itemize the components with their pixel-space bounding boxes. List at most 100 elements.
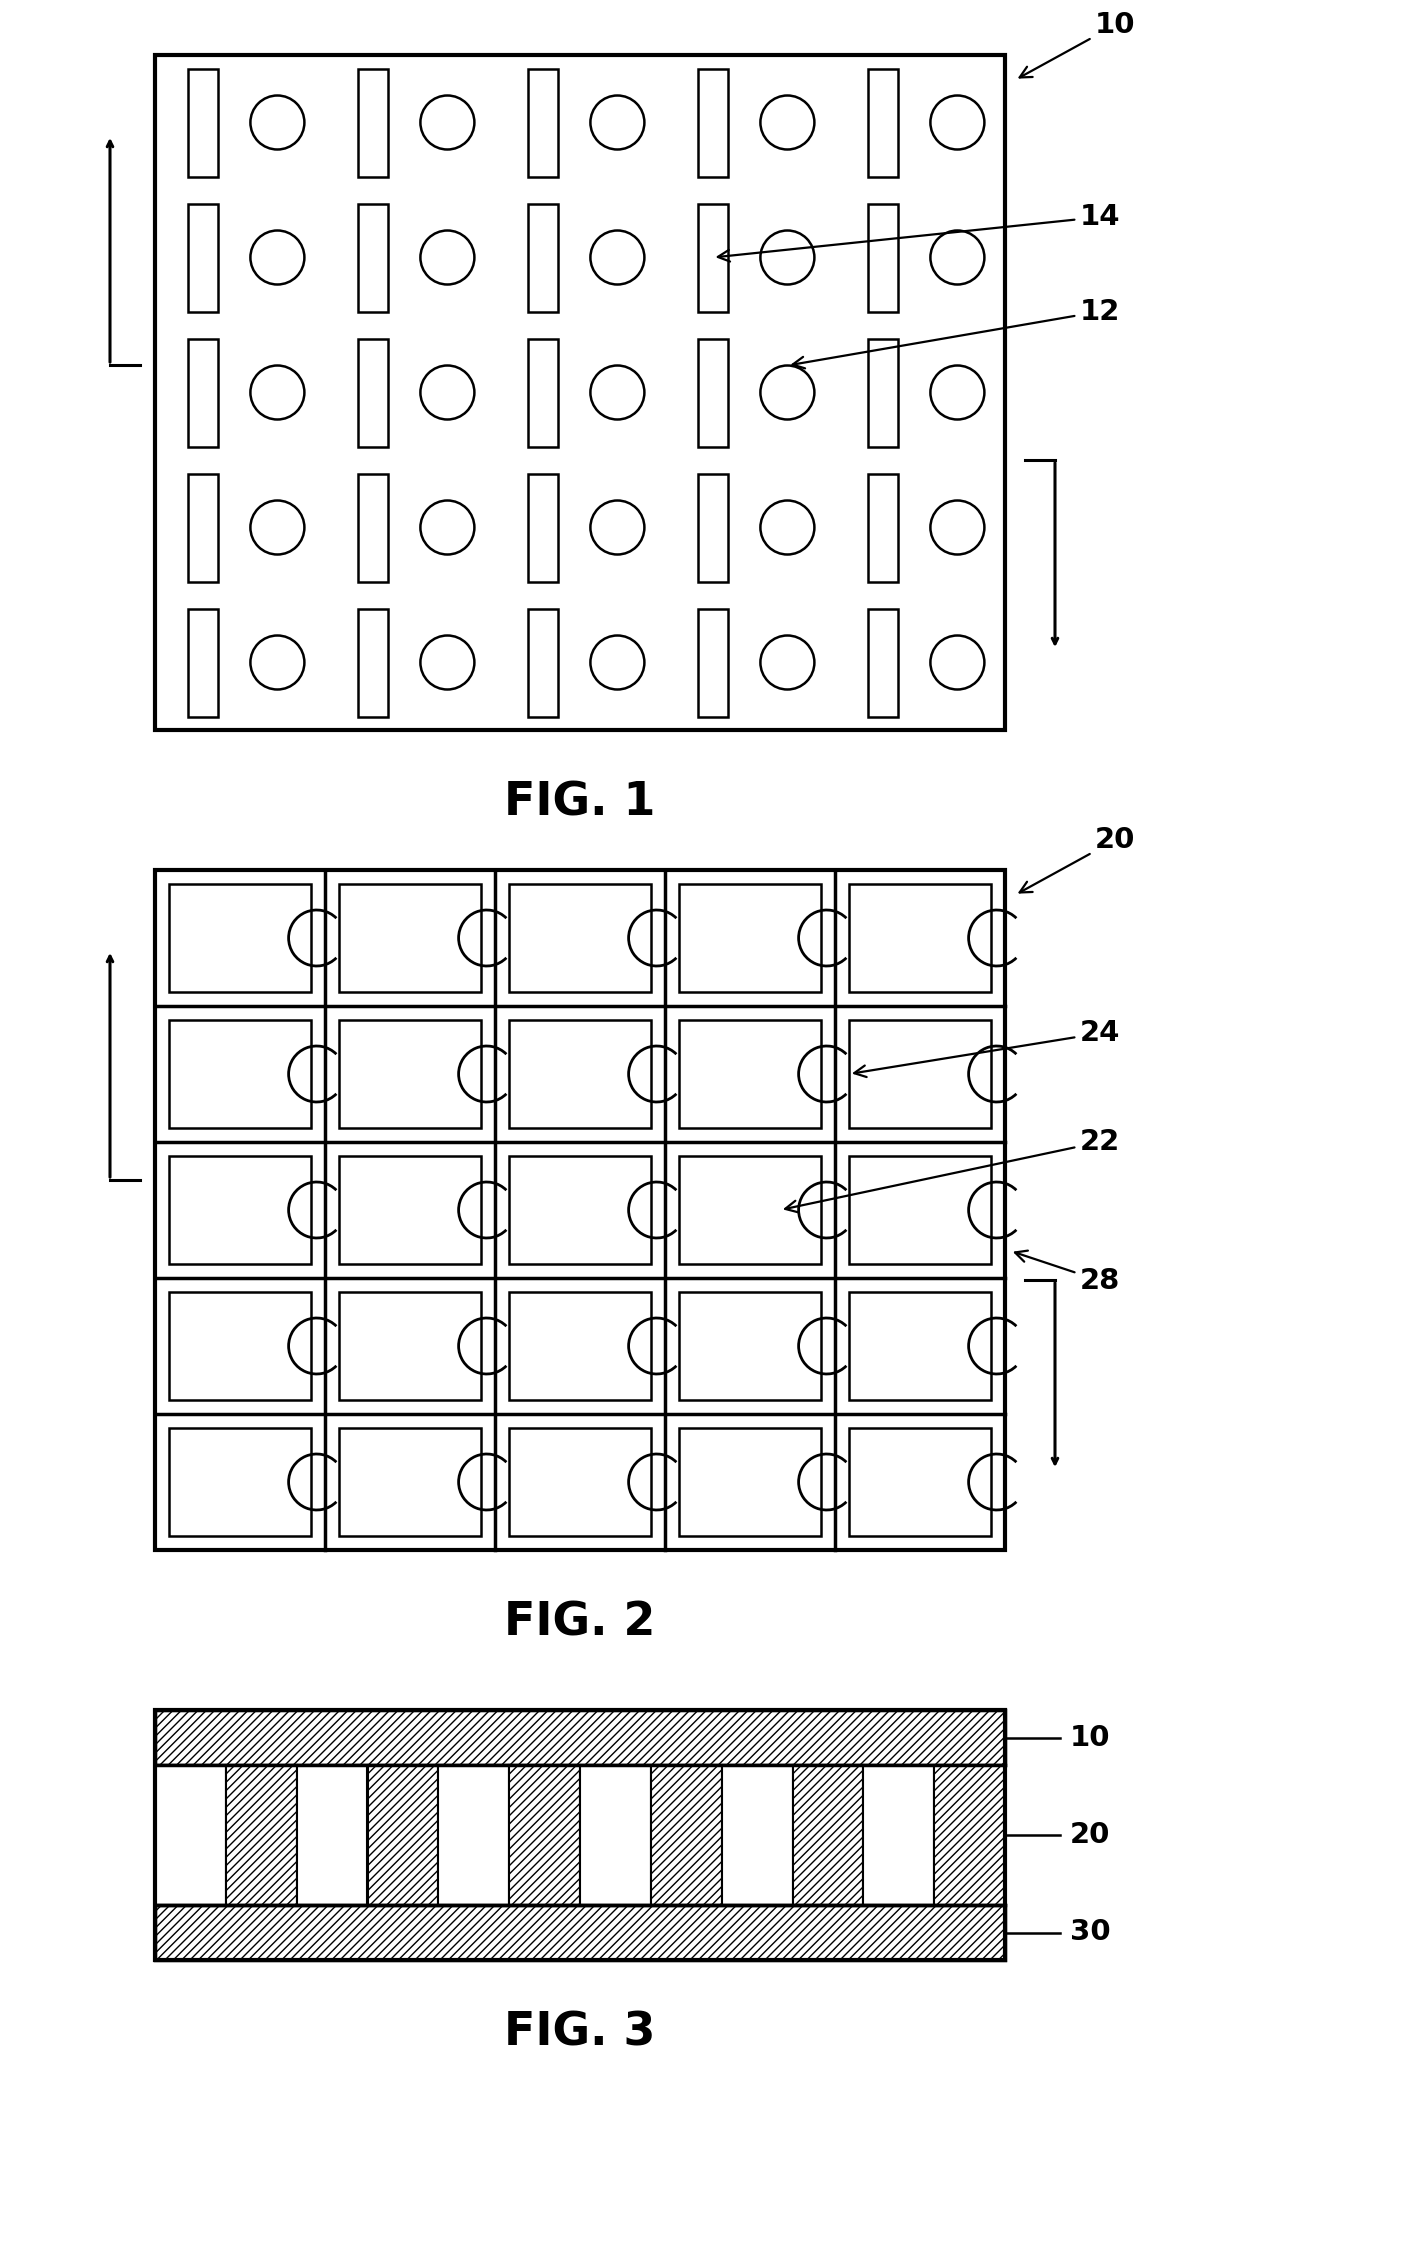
Text: 14: 14: [718, 204, 1121, 261]
Bar: [698, 474, 728, 582]
Bar: [188, 610, 218, 716]
Bar: [338, 1428, 481, 1536]
Circle shape: [590, 95, 644, 150]
Bar: [867, 68, 897, 177]
Text: 28: 28: [1015, 1251, 1121, 1294]
Bar: [338, 884, 481, 993]
Bar: [698, 204, 728, 310]
Bar: [357, 338, 388, 446]
Bar: [849, 1020, 991, 1128]
Bar: [155, 1906, 1005, 1960]
Circle shape: [761, 634, 815, 689]
Bar: [867, 610, 897, 716]
Bar: [678, 1020, 820, 1128]
Bar: [849, 1156, 991, 1264]
Text: 12: 12: [792, 297, 1121, 369]
Bar: [509, 1765, 580, 1906]
Bar: [188, 338, 218, 446]
Bar: [678, 1292, 820, 1400]
Bar: [357, 204, 388, 310]
Text: FIG. 1: FIG. 1: [505, 780, 656, 825]
Bar: [155, 870, 1005, 1550]
Bar: [226, 1765, 297, 1906]
Circle shape: [250, 365, 304, 419]
Bar: [867, 474, 897, 582]
Bar: [357, 474, 388, 582]
Bar: [155, 1711, 1005, 1765]
Bar: [528, 474, 557, 582]
Bar: [698, 68, 728, 177]
Bar: [528, 204, 557, 310]
Bar: [678, 884, 820, 993]
Bar: [188, 68, 218, 177]
Bar: [867, 204, 897, 310]
Text: 10: 10: [1020, 11, 1136, 77]
Bar: [438, 1765, 509, 1906]
Bar: [509, 1428, 651, 1536]
Bar: [678, 1156, 820, 1264]
Circle shape: [930, 501, 984, 555]
Bar: [792, 1765, 863, 1906]
Text: 22: 22: [785, 1128, 1121, 1212]
Bar: [509, 1292, 651, 1400]
Bar: [698, 338, 728, 446]
Circle shape: [761, 231, 815, 286]
Bar: [678, 1428, 820, 1536]
Circle shape: [250, 231, 304, 286]
Text: FIG. 2: FIG. 2: [505, 1600, 656, 1645]
Text: 30: 30: [1069, 1919, 1111, 1946]
Circle shape: [250, 95, 304, 150]
Bar: [849, 1428, 991, 1536]
Bar: [169, 1428, 311, 1536]
Circle shape: [590, 501, 644, 555]
Circle shape: [590, 634, 644, 689]
Circle shape: [930, 634, 984, 689]
Bar: [169, 1292, 311, 1400]
Circle shape: [421, 95, 475, 150]
Bar: [338, 1156, 481, 1264]
Bar: [651, 1765, 722, 1906]
Bar: [509, 1156, 651, 1264]
Bar: [509, 884, 651, 993]
Bar: [863, 1765, 934, 1906]
Circle shape: [421, 365, 475, 419]
Circle shape: [250, 634, 304, 689]
Bar: [169, 1156, 311, 1264]
Circle shape: [761, 365, 815, 419]
Bar: [528, 68, 557, 177]
Bar: [155, 54, 1005, 730]
Circle shape: [930, 365, 984, 419]
Bar: [580, 1765, 651, 1906]
Bar: [367, 1765, 438, 1906]
Circle shape: [761, 95, 815, 150]
Bar: [698, 610, 728, 716]
Text: FIG. 3: FIG. 3: [505, 2010, 656, 2055]
Circle shape: [761, 501, 815, 555]
Bar: [338, 1020, 481, 1128]
Text: 20: 20: [1069, 1822, 1111, 1849]
Text: 24: 24: [855, 1020, 1121, 1076]
Bar: [357, 610, 388, 716]
Bar: [528, 610, 557, 716]
Bar: [188, 204, 218, 310]
Bar: [934, 1765, 1005, 1906]
Bar: [849, 884, 991, 993]
Bar: [722, 1765, 792, 1906]
Bar: [357, 68, 388, 177]
Bar: [338, 1292, 481, 1400]
Circle shape: [421, 501, 475, 555]
Circle shape: [421, 231, 475, 286]
Bar: [155, 1711, 1005, 1960]
Circle shape: [930, 95, 984, 150]
Bar: [849, 1292, 991, 1400]
Circle shape: [590, 231, 644, 286]
Text: 10: 10: [1069, 1724, 1111, 1752]
Circle shape: [421, 634, 475, 689]
Bar: [528, 338, 557, 446]
Bar: [169, 1020, 311, 1128]
Bar: [155, 1765, 226, 1906]
Bar: [509, 1020, 651, 1128]
Bar: [867, 338, 897, 446]
Circle shape: [930, 231, 984, 286]
Bar: [169, 884, 311, 993]
